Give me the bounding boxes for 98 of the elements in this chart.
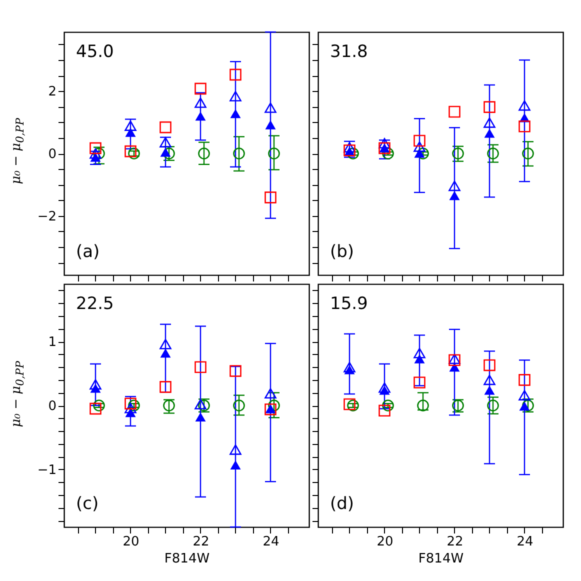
- point: [195, 412, 206, 422]
- point: [382, 148, 394, 160]
- point: [124, 402, 136, 414]
- point: [519, 402, 530, 411]
- point: [518, 374, 530, 386]
- annotation: (c): [76, 494, 99, 514]
- point: [124, 398, 136, 410]
- point: [160, 121, 172, 134]
- point: [347, 148, 359, 160]
- point: [347, 400, 359, 412]
- point: [194, 98, 206, 108]
- point: [128, 148, 140, 160]
- point: [484, 374, 496, 386]
- x-tick-label: 24: [516, 534, 534, 550]
- x-tick-label: 24: [262, 534, 280, 550]
- point: [414, 141, 426, 152]
- point: [378, 382, 390, 393]
- point: [90, 148, 102, 159]
- point: [344, 398, 356, 410]
- point: [163, 400, 175, 412]
- point: [414, 376, 426, 388]
- point: [449, 191, 460, 200]
- point: [124, 120, 136, 131]
- annotation: 31.8: [330, 42, 368, 62]
- point: [518, 390, 530, 400]
- point: [378, 404, 390, 417]
- annotation: 45.0: [76, 42, 114, 62]
- point: [518, 100, 530, 111]
- point: [448, 106, 460, 118]
- x-tick-label: 20: [376, 534, 394, 550]
- annotation: (b): [330, 242, 354, 262]
- y-tick-label: −2: [37, 209, 56, 224]
- point: [522, 148, 534, 160]
- point: [93, 400, 105, 412]
- point: [128, 400, 140, 412]
- point: [160, 381, 172, 393]
- x-tick-label: 22: [446, 534, 464, 550]
- point: [264, 102, 276, 113]
- point: [230, 90, 242, 102]
- point: [230, 68, 242, 81]
- x-axis-title: F814W: [164, 552, 210, 566]
- point: [194, 361, 206, 374]
- point: [230, 109, 241, 118]
- point: [264, 192, 276, 204]
- point: [344, 142, 356, 152]
- point: [93, 148, 105, 160]
- point: [230, 460, 241, 470]
- y-tick-label: 0: [48, 147, 56, 162]
- point: [230, 365, 242, 377]
- point: [417, 400, 429, 412]
- point: [160, 348, 171, 358]
- y-tick-label: −1: [37, 462, 56, 478]
- point: [484, 117, 496, 128]
- point: [414, 348, 426, 358]
- point: [230, 444, 242, 455]
- point: [518, 120, 530, 132]
- point: [268, 148, 280, 160]
- y-tick-label: 0: [48, 399, 56, 414]
- point: [233, 148, 245, 160]
- point: [484, 101, 496, 113]
- point: [90, 402, 102, 415]
- y-tick-label: 2: [48, 84, 56, 100]
- point: [487, 148, 499, 160]
- point: [378, 138, 390, 148]
- point: [125, 128, 136, 137]
- point: [160, 148, 171, 157]
- point: [160, 338, 172, 350]
- point: [487, 400, 499, 412]
- x-axis-title: F814W: [418, 552, 464, 566]
- point: [264, 388, 276, 399]
- point: [194, 399, 206, 410]
- x-tick-label: 20: [122, 534, 140, 550]
- y-tick-label: 1: [48, 335, 56, 350]
- point: [417, 148, 429, 160]
- point: [484, 386, 495, 395]
- point: [448, 180, 460, 192]
- annotation: (d): [330, 494, 354, 514]
- point: [382, 400, 394, 412]
- point: [344, 362, 356, 372]
- point: [198, 148, 210, 160]
- point: [484, 359, 496, 372]
- point: [90, 379, 102, 390]
- point: [124, 145, 136, 158]
- point: [194, 82, 206, 95]
- point: [195, 112, 206, 121]
- point: [414, 134, 426, 147]
- point: [233, 400, 245, 412]
- point: [452, 148, 464, 160]
- point: [484, 128, 495, 138]
- annotation: 15.9: [330, 294, 368, 314]
- x-tick-label: 22: [192, 534, 210, 550]
- annotation: (a): [76, 242, 100, 262]
- point: [160, 137, 172, 148]
- point: [265, 120, 276, 130]
- annotation: 22.5: [76, 294, 114, 314]
- point: [268, 400, 280, 412]
- point: [90, 142, 102, 154]
- point: [344, 144, 356, 156]
